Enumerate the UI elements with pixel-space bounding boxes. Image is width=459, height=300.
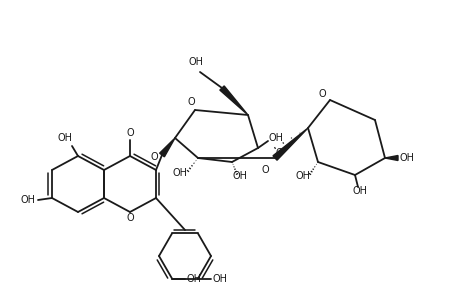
Text: O: O: [274, 148, 282, 158]
Text: OH: OH: [268, 133, 283, 143]
Text: OH: OH: [57, 133, 73, 143]
Text: OH: OH: [352, 186, 367, 196]
Text: OH: OH: [186, 274, 201, 284]
Polygon shape: [159, 138, 174, 157]
Text: OH: OH: [295, 171, 310, 181]
Text: O: O: [261, 165, 268, 175]
Text: O: O: [187, 97, 195, 107]
Text: O: O: [150, 152, 157, 162]
Polygon shape: [219, 86, 247, 115]
Polygon shape: [384, 155, 397, 160]
Text: O: O: [318, 89, 325, 99]
Text: OH: OH: [21, 195, 35, 205]
Text: OH: OH: [398, 153, 414, 163]
Text: O: O: [126, 128, 134, 138]
Text: OH: OH: [232, 171, 247, 181]
Text: OH: OH: [172, 168, 187, 178]
Polygon shape: [272, 128, 308, 160]
Text: OH: OH: [212, 274, 227, 284]
Text: OH: OH: [188, 57, 203, 67]
Text: O: O: [126, 213, 134, 223]
